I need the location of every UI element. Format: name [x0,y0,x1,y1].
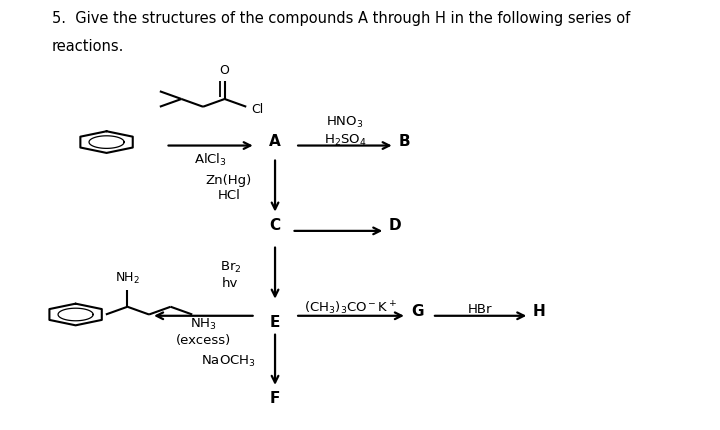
Text: Cl: Cl [251,103,264,116]
Text: (CH$_3$)$_3$CO$^-$K$^+$: (CH$_3$)$_3$CO$^-$K$^+$ [304,299,397,316]
Text: B: B [399,134,410,148]
Text: NH$_3$
(excess): NH$_3$ (excess) [176,316,230,346]
Text: G: G [411,303,424,318]
Text: O: O [220,64,230,77]
Text: NaOCH$_3$: NaOCH$_3$ [202,353,256,368]
Text: reactions.: reactions. [52,39,125,54]
Text: C: C [269,218,281,233]
Text: E: E [270,314,280,329]
Text: H: H [532,303,545,318]
Text: D: D [388,218,401,233]
Text: F: F [270,390,280,405]
Text: Zn(Hg)
HCl: Zn(Hg) HCl [206,174,252,201]
Text: AlCl$_3$: AlCl$_3$ [194,152,227,168]
Text: 5.  Give the structures of the compounds A through H in the following series of: 5. Give the structures of the compounds … [52,11,630,26]
Text: Br$_2$
hv: Br$_2$ hv [220,259,241,289]
Text: HBr: HBr [468,302,492,315]
Text: NH$_2$: NH$_2$ [115,270,140,286]
Text: A: A [269,134,281,148]
Text: HNO$_3$
H$_2$SO$_4$: HNO$_3$ H$_2$SO$_4$ [323,115,366,147]
